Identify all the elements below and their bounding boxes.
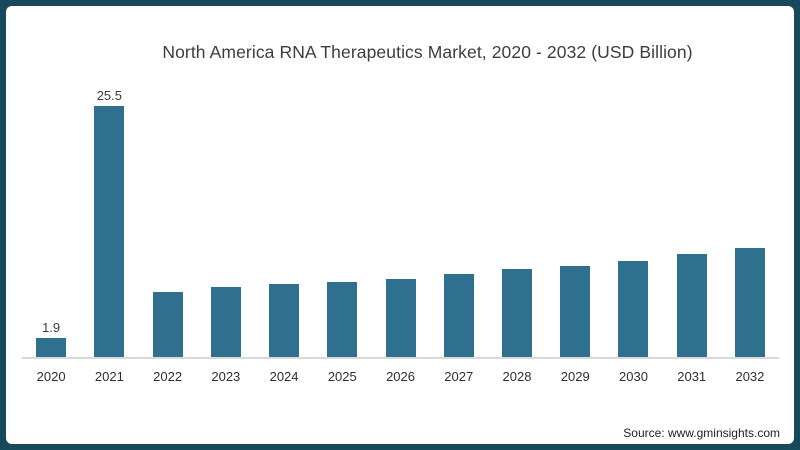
bar-value-label: 1.9 xyxy=(42,320,61,335)
bar-value-label: 25.5 xyxy=(96,88,122,103)
bar xyxy=(618,261,649,357)
bar-column: 1.9 xyxy=(22,321,80,357)
x-axis-tick-label: 2022 xyxy=(153,369,183,384)
bar xyxy=(152,292,183,357)
bar-column xyxy=(663,254,721,357)
x-axis-tick-label: 2030 xyxy=(619,369,648,384)
bar xyxy=(94,106,125,357)
bar-column xyxy=(488,269,546,357)
bar xyxy=(443,274,474,357)
x-axis-tick-label: 2032 xyxy=(735,369,765,384)
bar-column xyxy=(604,261,662,357)
source-credit: Source: www.gminsights.com xyxy=(623,426,780,440)
x-axis-tick-label: 2027 xyxy=(444,369,474,384)
chart-background xyxy=(6,6,794,444)
x-axis-tick-label: 2020 xyxy=(36,369,66,384)
plot-area: 1.9 25.5 xyxy=(22,73,779,359)
bar xyxy=(734,248,765,357)
bar xyxy=(327,282,358,357)
bar-column xyxy=(313,282,371,357)
bar xyxy=(210,287,241,357)
chart-title: North America RNA Therapeutics Market, 2… xyxy=(162,42,693,62)
bar-column: 25.5 xyxy=(80,89,138,357)
x-axis-tick-label: 2021 xyxy=(94,369,124,384)
bar-column xyxy=(430,274,488,357)
bar xyxy=(269,284,300,357)
x-axis-tick-label: 2028 xyxy=(502,369,532,384)
bar xyxy=(385,279,416,357)
bar xyxy=(36,338,67,357)
bar-column xyxy=(721,248,779,357)
x-axis-tick-label: 2026 xyxy=(386,369,415,384)
x-axis-tick-label: 2024 xyxy=(269,369,299,384)
bar-column xyxy=(371,279,429,357)
x-axis-tick-label: 2031 xyxy=(677,369,707,384)
bar xyxy=(676,254,707,357)
bar-chart: 1.9 25.5 2020 2021 2022 2023 2024 2025 2026 2027… xyxy=(22,73,779,384)
bar-column xyxy=(138,292,196,357)
bar-column xyxy=(197,287,255,357)
bar-column xyxy=(255,284,313,357)
bar-column xyxy=(546,266,604,357)
bar xyxy=(560,266,591,357)
bar xyxy=(501,269,532,357)
x-axis-tick-label: 2023 xyxy=(211,369,241,384)
x-axis-tick-label: 2025 xyxy=(327,369,357,384)
x-axis-labels: 2020 2021 2022 2023 2024 2025 2026 2027 2028 2029… xyxy=(22,369,779,384)
x-axis-tick-label: 2029 xyxy=(560,369,590,384)
